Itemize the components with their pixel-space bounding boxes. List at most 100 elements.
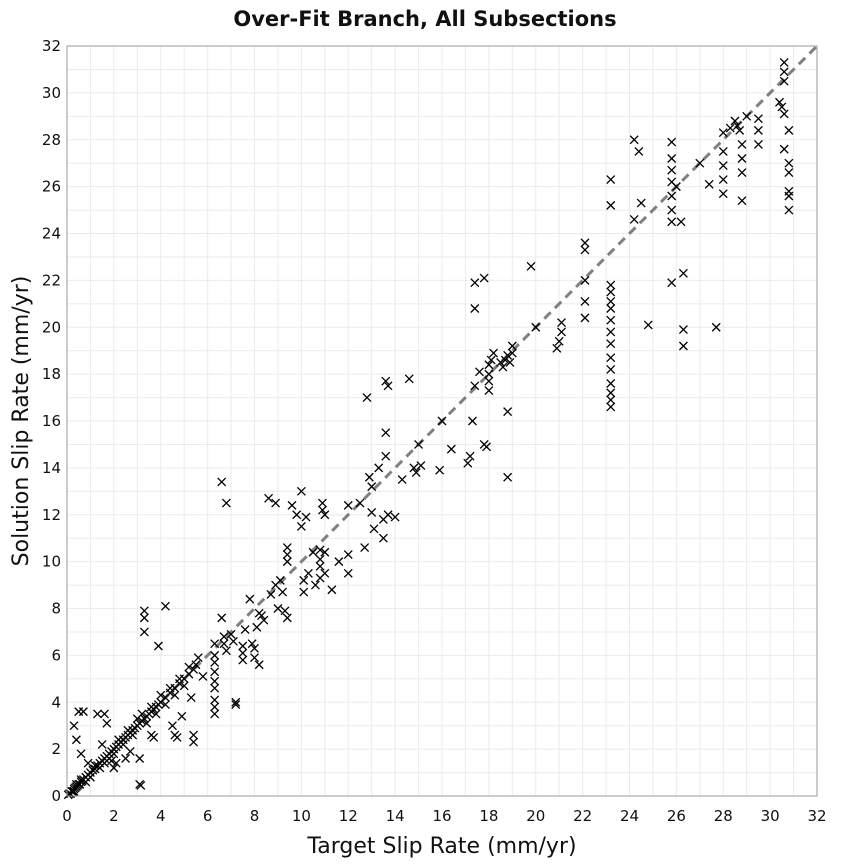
data-point	[83, 758, 93, 768]
data-point	[238, 648, 248, 658]
data-point	[177, 711, 187, 721]
data-point	[498, 362, 508, 372]
data-point	[503, 472, 513, 482]
plot-frame	[66, 45, 818, 797]
data-point	[404, 374, 414, 384]
data-point	[318, 498, 327, 508]
y-tick-label: 20	[42, 318, 61, 336]
y-tick-label: 26	[42, 178, 61, 196]
data-point	[219, 632, 229, 642]
x-tick-label: 18	[479, 807, 498, 825]
y-tick-label: 28	[42, 131, 61, 149]
data-point	[606, 280, 616, 290]
data-point	[711, 322, 721, 332]
data-point	[737, 154, 747, 163]
data-point	[667, 278, 677, 288]
data-point	[784, 168, 794, 178]
data-point	[151, 709, 161, 719]
data-point	[784, 125, 794, 135]
data-point	[118, 739, 128, 749]
data-point	[643, 320, 653, 330]
y-tick-label: 0	[51, 787, 61, 805]
data-point	[667, 137, 677, 147]
data-point	[231, 700, 241, 710]
data-point	[135, 754, 145, 763]
data-point	[667, 154, 677, 163]
data-point	[292, 510, 302, 520]
data-point	[320, 568, 330, 578]
x-tick-label: 14	[386, 807, 405, 825]
data-point	[606, 339, 616, 349]
data-point	[470, 304, 480, 313]
data-point	[784, 205, 794, 215]
data-point	[109, 763, 119, 773]
x-axis-label: Target Slip Rate (mm/yr)	[306, 834, 576, 859]
data-point	[606, 200, 616, 210]
data-point	[315, 554, 325, 564]
data-point	[446, 444, 456, 454]
data-point	[667, 191, 677, 201]
data-point	[507, 341, 517, 351]
data-point	[97, 739, 107, 749]
data-point	[606, 315, 616, 325]
y-tick-label: 4	[51, 693, 61, 711]
data-point	[221, 498, 231, 508]
data-point	[775, 97, 784, 107]
y-tick-label: 12	[42, 506, 61, 524]
data-point	[320, 510, 330, 520]
x-tick-label: 24	[620, 807, 639, 825]
data-point	[606, 175, 616, 185]
data-point	[280, 606, 290, 616]
x-tick-label: 30	[761, 807, 780, 825]
data-point	[210, 683, 220, 693]
data-point	[137, 709, 147, 719]
data-point	[606, 297, 616, 306]
data-point	[128, 730, 138, 740]
data-point	[160, 700, 170, 710]
data-point	[303, 568, 313, 578]
x-tick-label: 26	[667, 807, 686, 825]
data-point	[278, 587, 288, 597]
data-point	[390, 512, 400, 522]
data-point	[210, 709, 220, 719]
data-point	[779, 67, 789, 77]
data-point	[484, 369, 494, 379]
data-point	[136, 780, 146, 790]
data-point	[69, 786, 79, 796]
data-point	[93, 709, 102, 719]
data-point	[374, 463, 384, 473]
data-point	[257, 611, 266, 620]
data-point	[219, 639, 229, 649]
tick-labels: 0 2 4 6 8 10 12 14 16 18 20 22 24 26 28 30 3202468101214…	[42, 37, 827, 825]
data-point	[725, 123, 735, 133]
data-point	[109, 749, 119, 759]
data-point	[383, 381, 393, 391]
data-point	[718, 189, 728, 199]
data-point	[71, 735, 81, 745]
data-point	[210, 639, 220, 649]
data-point	[69, 721, 79, 731]
data-point	[730, 116, 740, 126]
y-tick-label: 30	[42, 84, 61, 102]
data-point	[193, 653, 203, 663]
data-point	[217, 613, 227, 623]
data-point	[296, 486, 306, 496]
data-point	[552, 343, 562, 353]
data-point	[107, 756, 116, 766]
data-point	[240, 625, 250, 635]
y-tick-label: 22	[42, 271, 61, 289]
data-point	[186, 693, 196, 703]
data-point	[475, 367, 484, 377]
y-tick-label: 18	[42, 365, 61, 383]
data-point	[282, 613, 292, 623]
data-point	[90, 761, 100, 770]
data-point	[76, 749, 86, 759]
data-point	[580, 275, 590, 285]
data-point	[217, 477, 227, 487]
data-point	[296, 522, 306, 531]
data-point	[139, 606, 149, 616]
data-point	[271, 498, 281, 508]
y-tick-label: 16	[42, 412, 61, 430]
data-point	[737, 139, 747, 149]
